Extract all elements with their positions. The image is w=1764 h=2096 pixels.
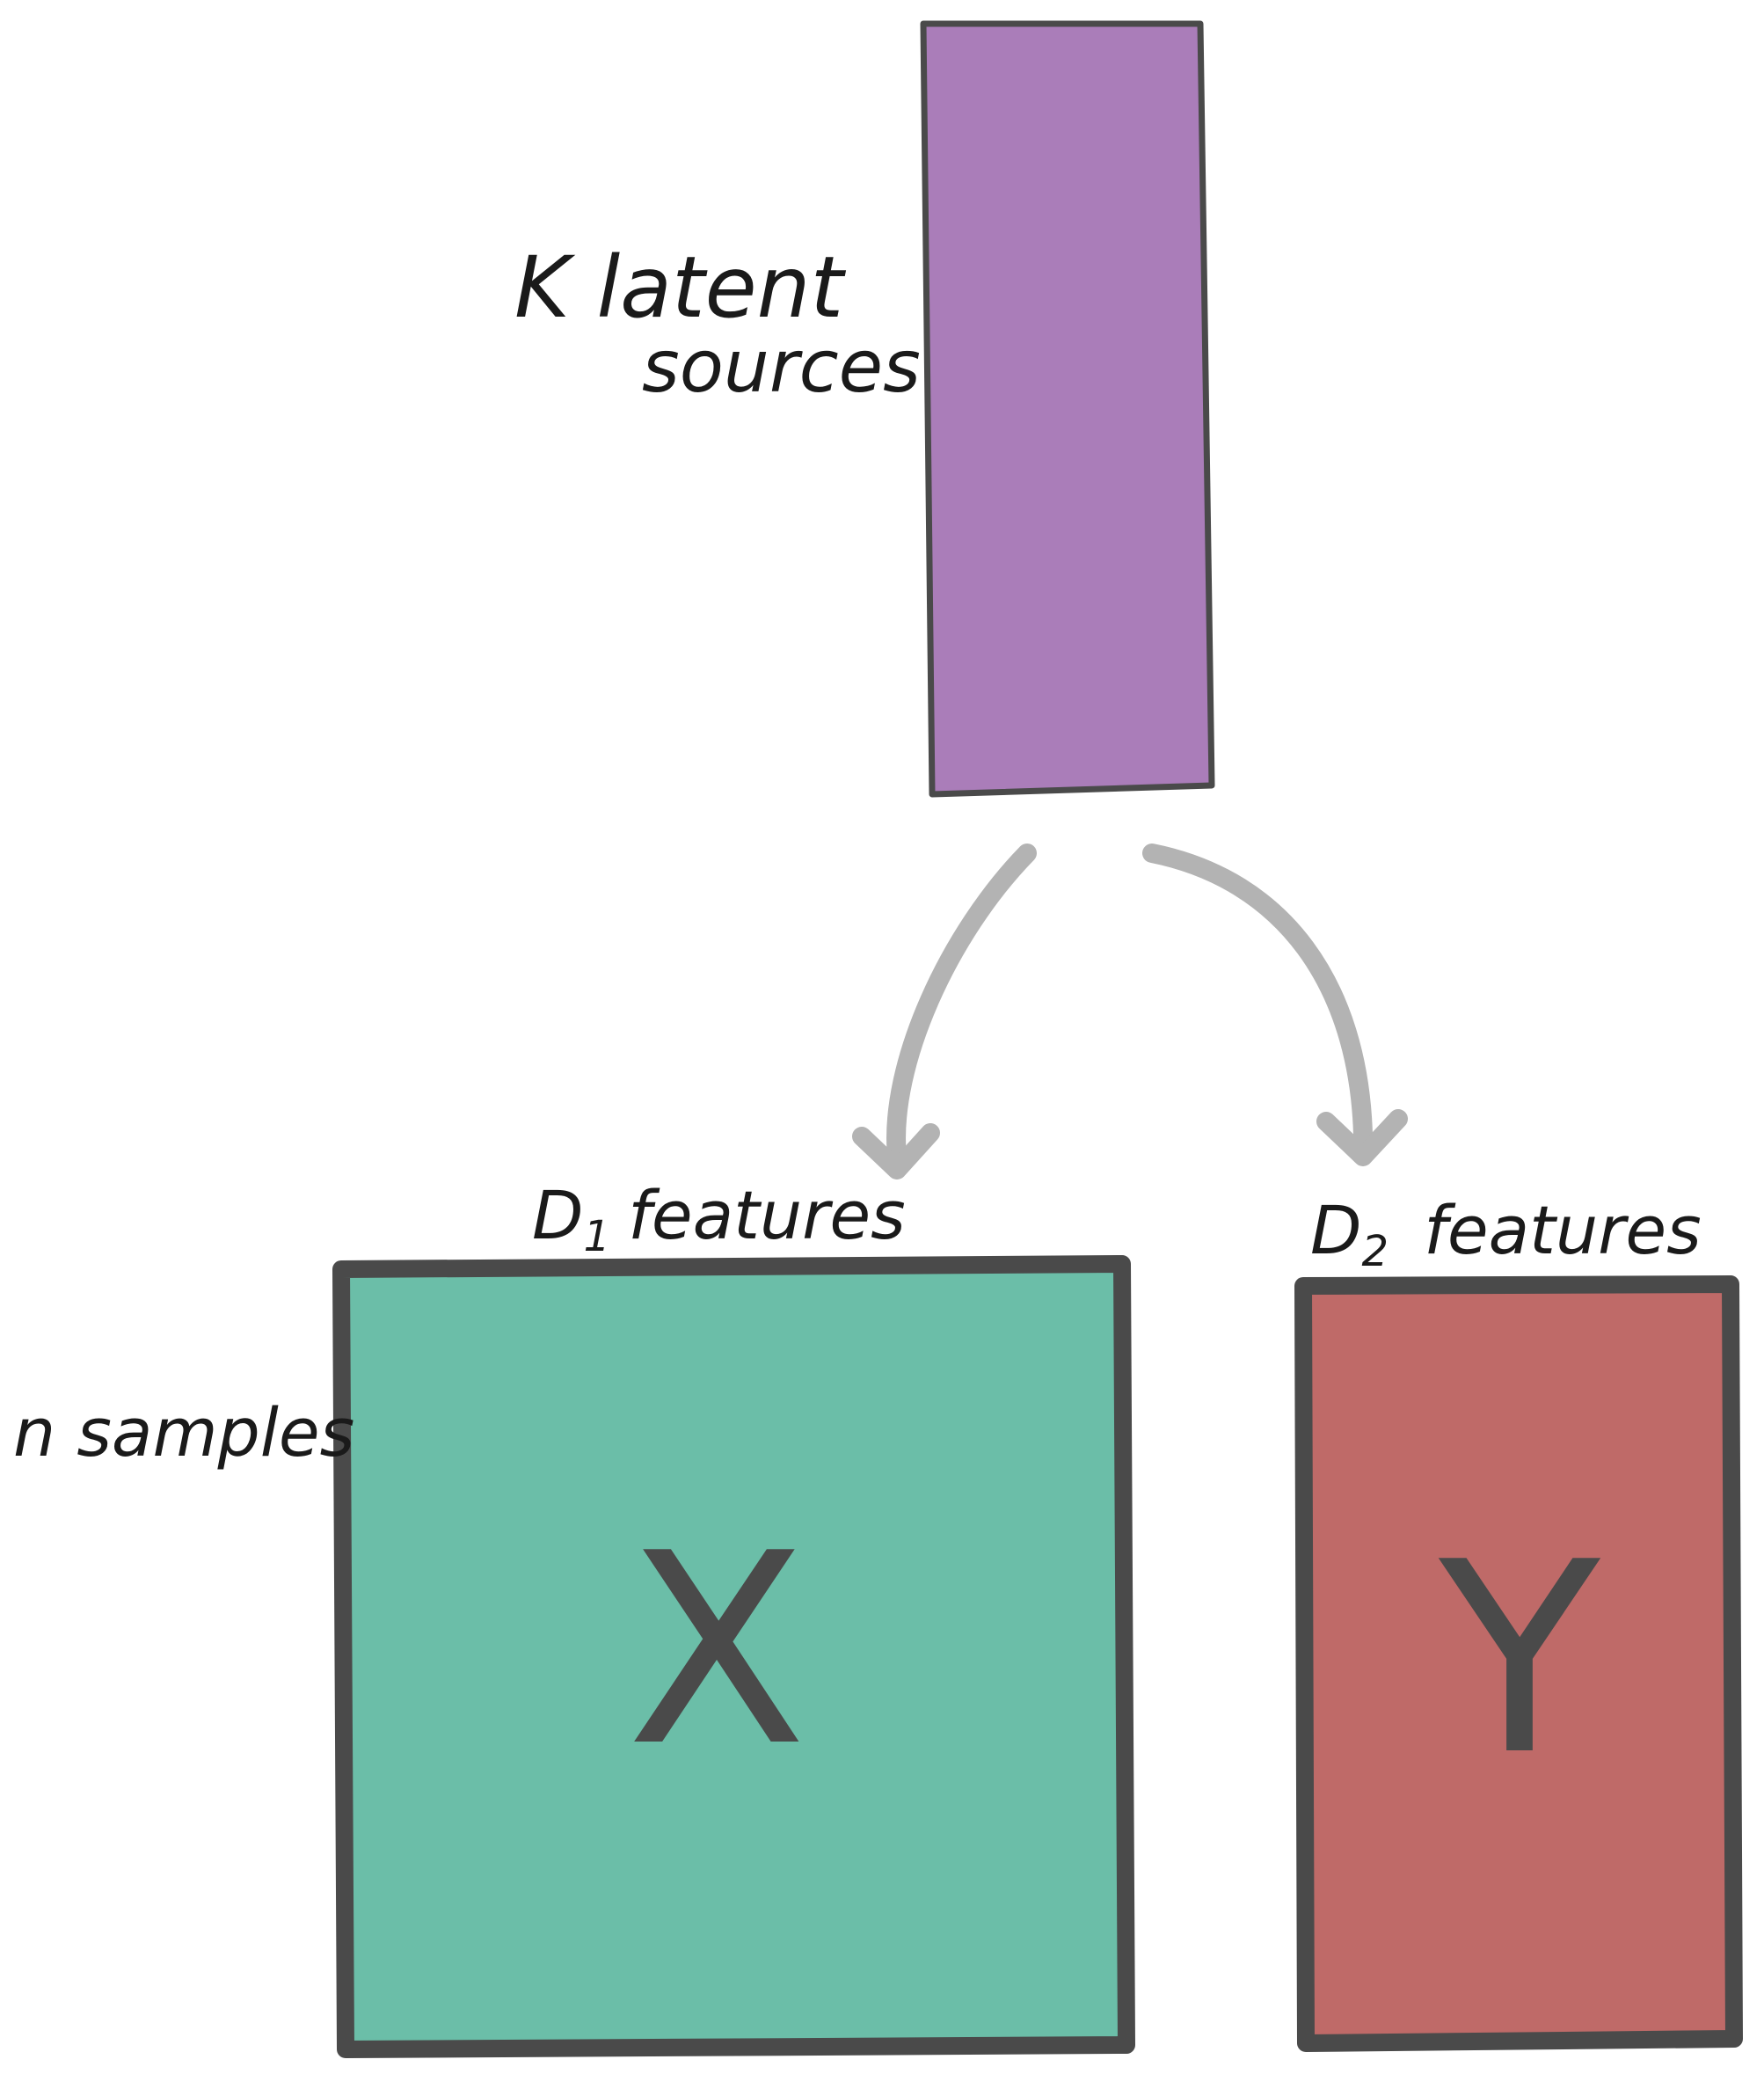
arrow-to-x-head	[852, 1123, 940, 1179]
arrow-to-y	[1142, 844, 1373, 1144]
latent-label-line1: K latent	[514, 238, 847, 337]
matrix-y-top-prefix: D	[1310, 1191, 1362, 1269]
matrix-x-top-sub: 1	[584, 1212, 611, 1261]
matrix-x-block	[332, 1255, 1135, 2058]
n-samples-label: n samples	[13, 1393, 354, 1472]
matrix-x-symbol: X	[626, 1497, 807, 1804]
latent-sources-block	[920, 20, 1215, 798]
matrix-y-symbol: Y	[1435, 1506, 1604, 1813]
matrix-y-top-label: D2 features	[1310, 1191, 1702, 1276]
matrix-y-top-suffix: features	[1424, 1191, 1702, 1269]
arrow-to-x	[886, 844, 1037, 1166]
latent-label-line2: sources	[642, 325, 921, 409]
matrix-y-top-sub: 2	[1362, 1227, 1389, 1276]
matrix-y-block	[1294, 1275, 1743, 2052]
matrix-x-top-label: D1 features	[532, 1176, 906, 1261]
matrix-x-top-prefix: D	[532, 1176, 584, 1254]
arrow-to-y-head	[1316, 1109, 1408, 1166]
matrix-x-top-suffix: features	[628, 1176, 906, 1254]
